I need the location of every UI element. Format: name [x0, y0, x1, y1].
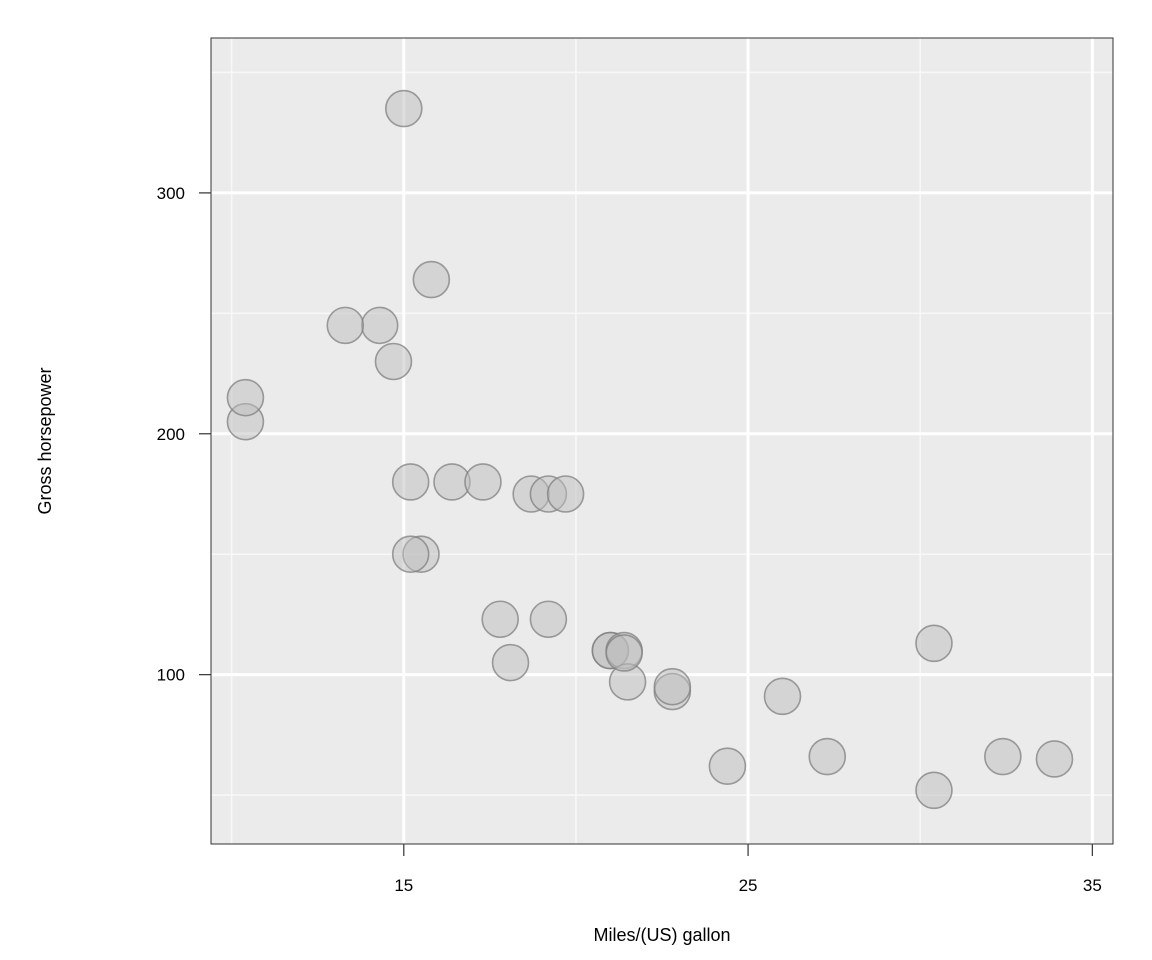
data-point [915, 771, 953, 810]
data-point [808, 737, 847, 776]
data-point [653, 667, 692, 706]
plot-frame [210, 37, 1114, 845]
y-axis-title: Gross horsepower [35, 367, 55, 514]
x-axis-title: Miles/(US) gallon [593, 925, 730, 945]
data-point [605, 634, 643, 672]
data-point [984, 737, 1022, 776]
y-tick-label: 300 [157, 184, 185, 203]
y-tick-label: 100 [157, 666, 185, 685]
y-axis: 100 200 300 [157, 184, 211, 685]
x-axis: 15 25 35 [394, 844, 1102, 895]
data-point [708, 747, 747, 785]
data-point [391, 463, 430, 501]
data-point [464, 463, 502, 501]
data-point [763, 677, 802, 716]
panel-border [210, 37, 1114, 845]
data-point [481, 600, 519, 639]
grid-lines [211, 38, 1113, 844]
x-tick-label: 35 [1083, 876, 1102, 895]
panel-background [211, 38, 1113, 844]
data-point [491, 643, 530, 682]
data-point [529, 600, 568, 639]
data-point [326, 306, 365, 345]
data-point [1035, 740, 1074, 778]
y-tick-label: 200 [157, 425, 185, 444]
data-point [374, 342, 413, 381]
x-tick-label: 25 [739, 876, 758, 895]
data-point [412, 260, 451, 299]
x-tick-label: 15 [394, 876, 413, 895]
data-point [915, 624, 953, 663]
data-points [226, 89, 1074, 810]
plot-panel [211, 38, 1113, 844]
data-point [546, 475, 585, 513]
data-point [226, 378, 265, 417]
data-point [384, 89, 423, 128]
data-point [360, 306, 399, 345]
data-point [391, 535, 430, 574]
